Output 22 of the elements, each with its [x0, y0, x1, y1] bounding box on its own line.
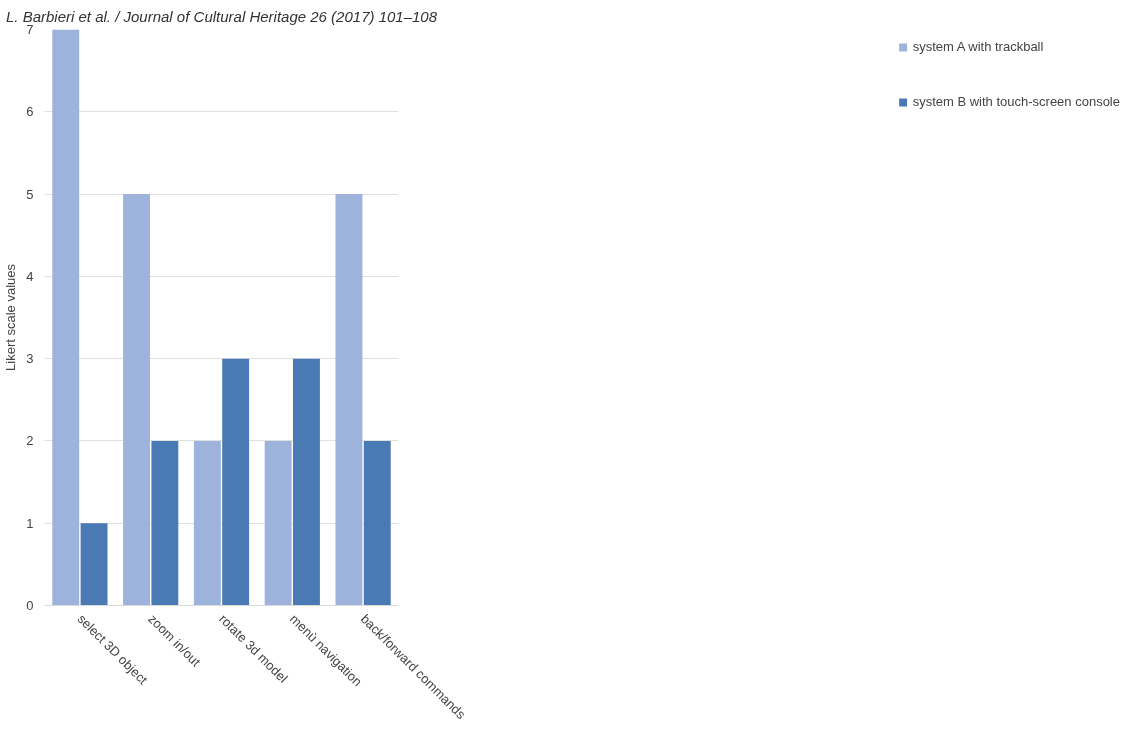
legend-label: system A with trackball: [912, 39, 1044, 54]
bar: [335, 194, 363, 606]
y-tick-label: 2: [26, 433, 34, 449]
bar: [264, 440, 292, 606]
y-tick-label: 7: [26, 22, 34, 37]
y-axis-title: Likert scale values: [3, 263, 19, 371]
y-tick-label: 6: [26, 104, 34, 120]
text: L. Barbieri et al. / Journal of Cultural Heritage 26 (2017) 101–108: [5, 7, 438, 25]
bar: [52, 29, 80, 606]
bar: [293, 358, 320, 606]
y-tick-label: 1: [26, 515, 34, 531]
y-tick-label: 3: [26, 351, 34, 367]
legend-label: system B with touch-screen console: [912, 94, 1120, 109]
y-tick-label: 0: [26, 598, 34, 613]
bar: [363, 440, 391, 606]
y-tick-label: 5: [26, 186, 34, 202]
bar: [222, 358, 250, 606]
bar: [123, 194, 150, 606]
bar: [193, 440, 221, 606]
bar: [151, 440, 179, 606]
y-tick-label: 4: [26, 268, 34, 284]
bar: [80, 523, 108, 606]
